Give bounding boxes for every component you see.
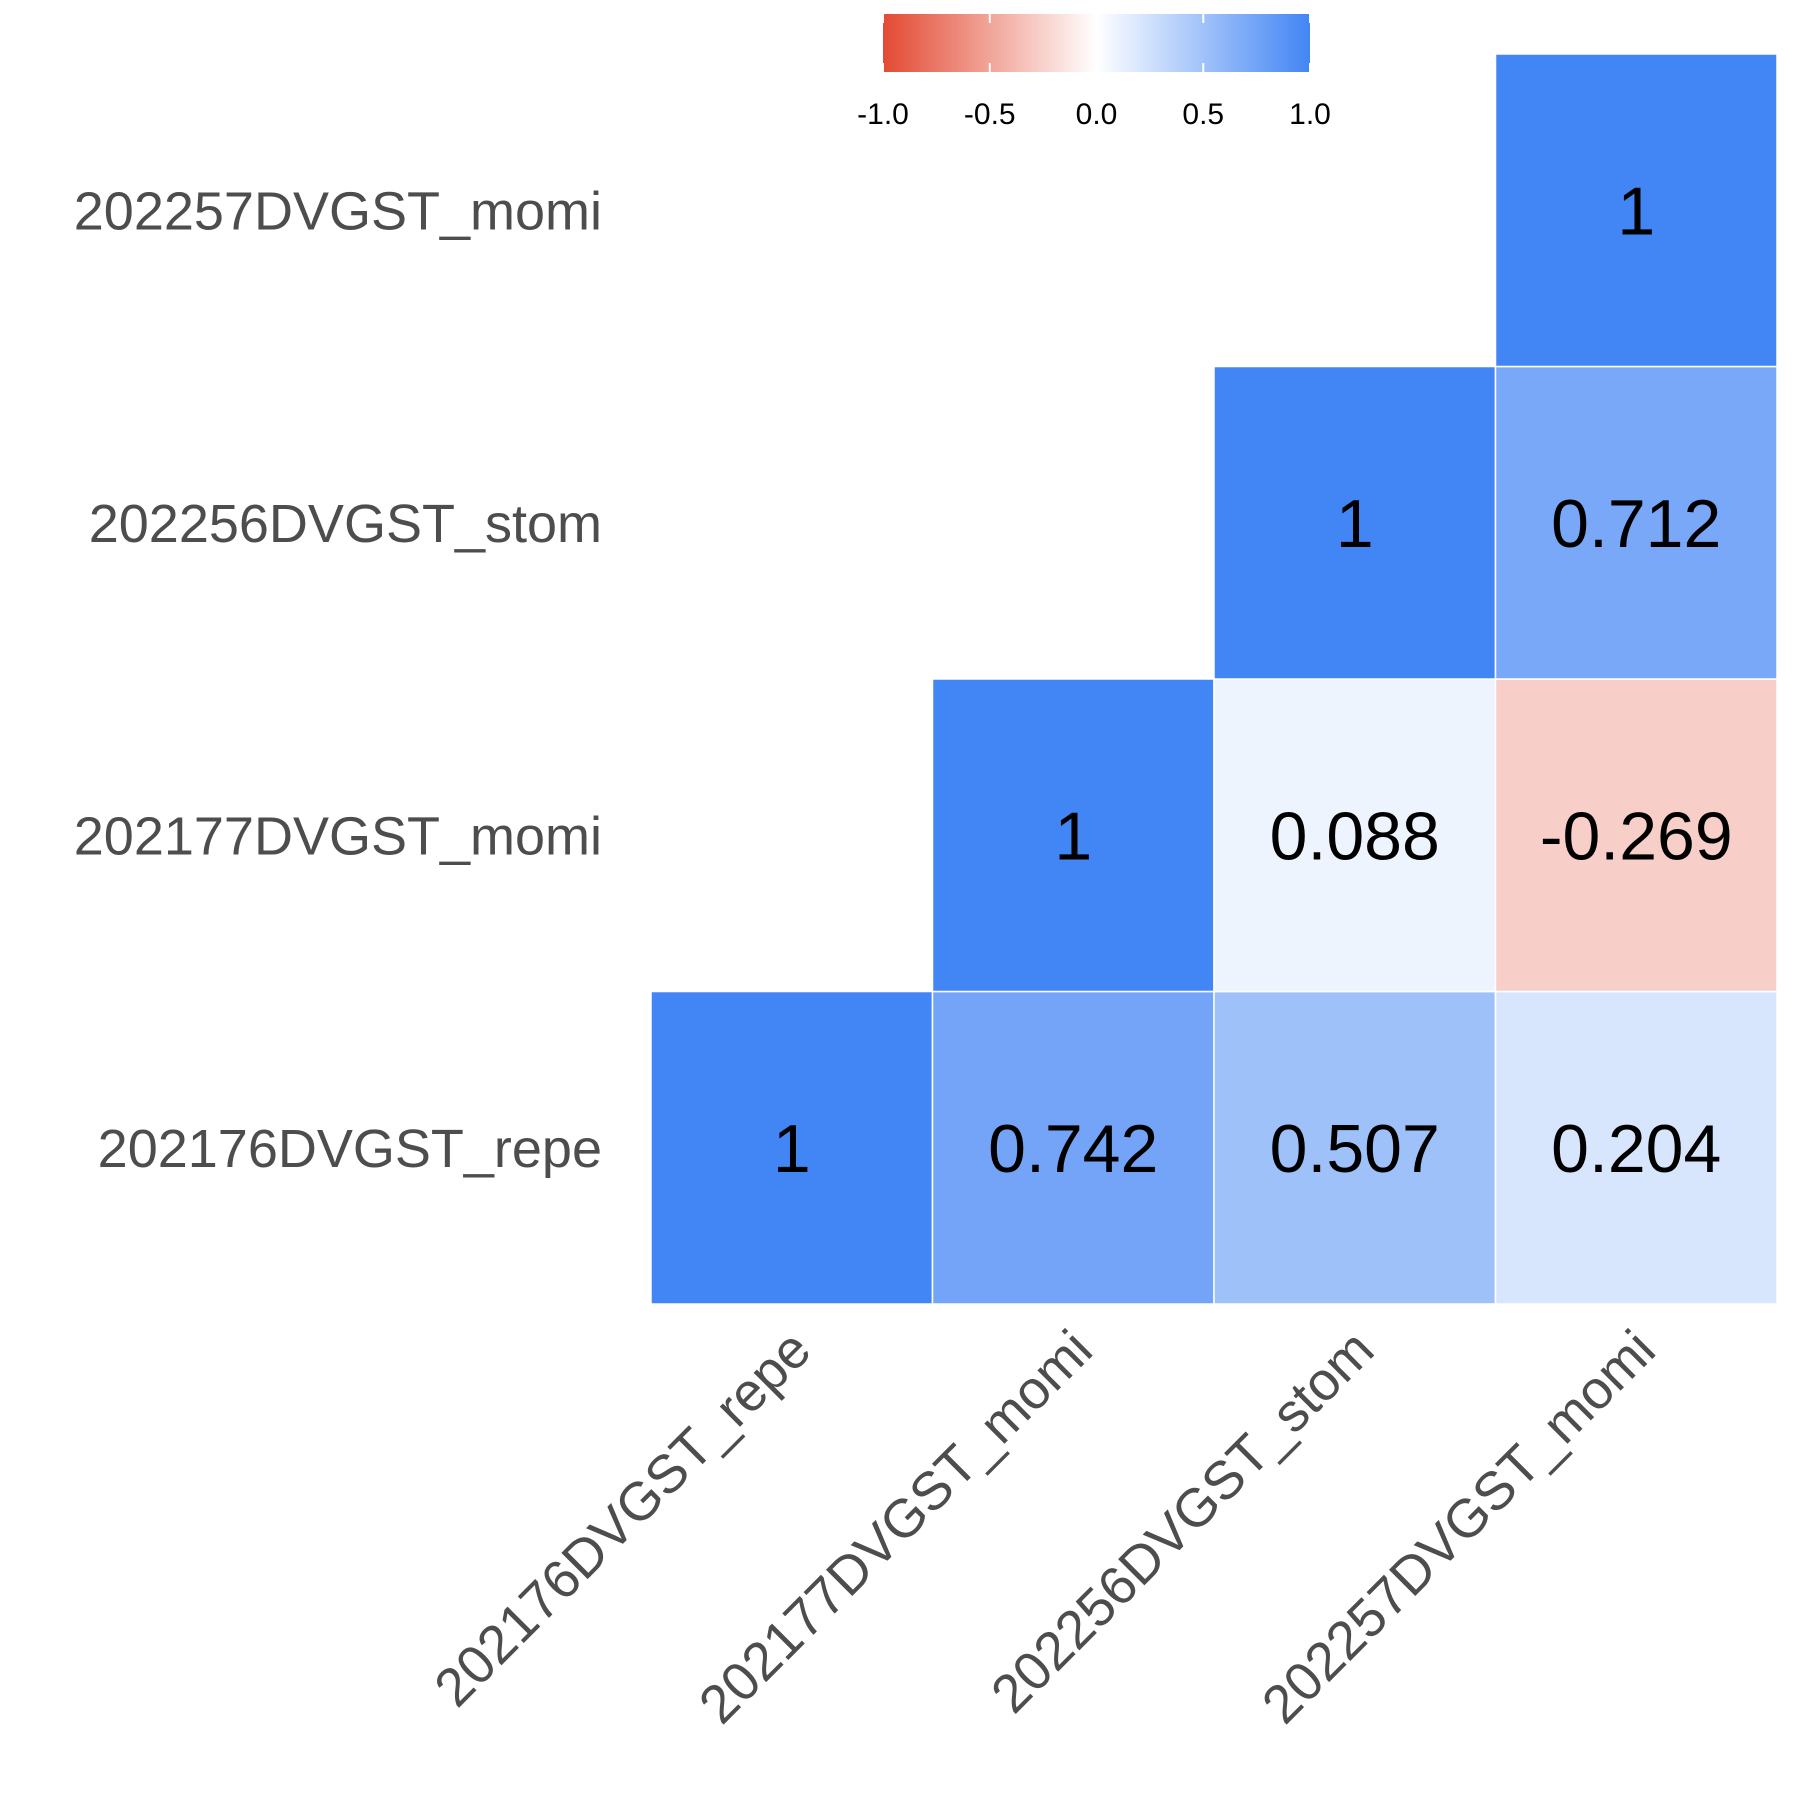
heatmap-cell-labels: 1 0.742 0.507 0.204 1 0.088 -0.269 1 0.712 1 (773, 173, 1733, 1187)
cell-value-label: 1 (1054, 798, 1092, 874)
cell-value-label: 1 (1336, 486, 1374, 562)
heatmap-cell (1494, 678, 1778, 993)
heatmap-cell (931, 990, 1215, 1305)
cell-value-label: 0.088 (1270, 798, 1440, 874)
cell-value-label: -0.269 (1540, 798, 1733, 874)
y-tick-label: 202256DVGST_stom (89, 494, 602, 554)
y-axis-labels: 202257DVGST_momi 202256DVGST_stom 202177DV… (74, 181, 602, 1179)
heatmap-cell (1213, 678, 1497, 993)
legend-tick-label: 0.5 (1182, 98, 1224, 131)
heatmap-cell (1494, 53, 1778, 368)
legend-tick-label: -1.0 (857, 98, 909, 131)
y-tick-label: 202176DVGST_repe (98, 1119, 602, 1179)
color-legend: -1.0 -0.5 0.0 0.5 1.0 (857, 14, 1331, 131)
heatmap-cells (650, 53, 1778, 1305)
legend-tick-label: 0.0 (1076, 98, 1118, 131)
y-tick-label: 202177DVGST_momi (74, 806, 602, 866)
heatmap-cell (650, 990, 934, 1305)
cell-value-label: 0.204 (1551, 1111, 1721, 1187)
heatmap-cell (931, 678, 1215, 993)
legend-tick-label: 1.0 (1289, 98, 1331, 131)
cell-value-label: 0.507 (1270, 1111, 1440, 1187)
cell-value-label: 0.742 (988, 1111, 1158, 1187)
cell-value-label: 1 (1617, 173, 1655, 249)
heatmap-cell (1213, 990, 1497, 1305)
cell-value-label: 1 (773, 1111, 811, 1187)
color-legend-ticks: -1.0 -0.5 0.0 0.5 1.0 (857, 14, 1331, 131)
color-legend-bar (883, 14, 1310, 72)
legend-tick-label: -0.5 (964, 98, 1016, 131)
cell-value-label: 0.712 (1551, 486, 1721, 562)
heatmap-cell (1213, 365, 1497, 680)
y-tick-label: 202257DVGST_momi (74, 181, 602, 241)
heatmap-cell (1494, 365, 1778, 680)
x-axis-labels: 202176DVGST_repe202177DVGST_momi202256DV… (423, 1319, 1667, 1735)
